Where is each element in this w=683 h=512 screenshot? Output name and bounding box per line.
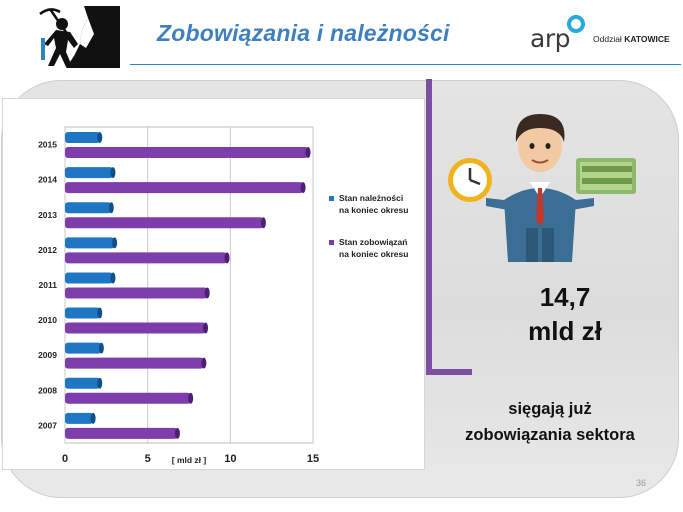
logo-text: arp [530,24,570,53]
y-category-label: 2008 [38,385,57,395]
x-tick-label: 10 [224,453,236,465]
x-axis-label: [ mld zł ] [172,455,207,465]
bar-chart: 0 5 10 15 [ mld zł ] 2007 2008 2009 2010 2011 2012… [38,126,408,465]
y-category-label: 2009 [38,350,57,360]
bar-end-cap [260,217,266,229]
money-icon [576,158,636,194]
bar-end-cap [110,272,116,284]
bar-liabilities [65,427,178,439]
bar-liabilities [65,252,228,264]
y-category-label: 2012 [38,245,57,255]
x-tick-label: 5 [145,453,151,465]
bar-end-cap [300,182,306,194]
bar-receivables [65,342,102,354]
bar-receivables [65,132,100,143]
arp-logo: arp Oddział KATOWICE [530,14,680,54]
bar-end-cap [204,287,210,299]
bracket-vertical [426,79,432,375]
logo-dept-prefix: Oddział [593,34,622,44]
bar-liabilities [65,287,208,299]
x-tick-label: 15 [307,453,319,465]
bracket-horizontal [426,369,472,375]
bar-liabilities [65,392,191,404]
businessman-icon [448,114,636,262]
legend-label: na koniec okresu [339,249,408,259]
bar-end-cap [97,132,103,143]
highlight-caption: sięgają już zobowiązania sektora [432,396,668,448]
bar-receivables [65,167,113,179]
y-category-label: 2010 [38,315,57,325]
header-accent-bar [41,38,45,60]
logo-dept-name: KATOWICE [624,34,670,44]
legend-swatch [329,196,334,201]
x-tick-label: 0 [62,453,68,465]
y-category-label: 2007 [38,420,57,430]
highlight-value: 14,7 mld zł [505,280,625,348]
bar-end-cap [174,427,180,439]
bar-end-cap [224,252,230,264]
chart-container: 0 5 10 15 [ mld zł ] 2007 2008 2009 2010 2011 2012… [2,98,425,470]
y-category-label: 2013 [38,210,57,220]
highlight-unit: mld zł [528,316,602,346]
bar-end-cap [188,392,194,404]
bar-receivables [65,412,94,424]
header-divider [130,64,681,65]
bar-receivables [65,307,100,319]
page-number: 36 [636,478,647,488]
bar-liabilities [65,147,309,158]
bar-receivables [65,237,115,249]
bar-end-cap [90,412,96,424]
bar-end-cap [98,342,104,354]
legend-label: na koniec okresu [339,205,408,215]
y-category-label: 2015 [38,140,57,150]
bar-receivables [65,377,100,389]
caption-line-1: sięgają już [508,400,592,418]
bar-end-cap [97,377,103,389]
legend-label: Stan należności [339,193,403,203]
miner-icon [39,6,120,68]
y-category-label: 2011 [39,280,58,290]
arp-logo-ring-icon [567,15,585,33]
bar-end-cap [201,357,207,369]
bar-liabilities [65,182,304,194]
bar-liabilities [65,357,204,369]
caption-line-2: zobowiązania sektora [465,426,635,444]
bar-liabilities [65,322,206,334]
bar-liabilities [65,217,264,229]
bar-end-cap [97,307,103,319]
bar-receivables [65,202,112,214]
bar-end-cap [305,147,311,158]
bar-end-cap [110,167,116,179]
bar-end-cap [108,202,114,214]
y-category-label: 2014 [38,175,57,185]
page-title: Zobowiązania i należności [157,20,450,46]
bar-end-cap [112,237,118,249]
bar-end-cap [203,322,209,334]
clock-icon [448,158,492,202]
legend-swatch [329,240,334,245]
highlight-number: 14,7 [539,282,591,312]
legend-label: Stan zobowiązań [339,237,407,247]
logo-department: Oddział KATOWICE [593,34,670,44]
bar-receivables [65,272,113,284]
